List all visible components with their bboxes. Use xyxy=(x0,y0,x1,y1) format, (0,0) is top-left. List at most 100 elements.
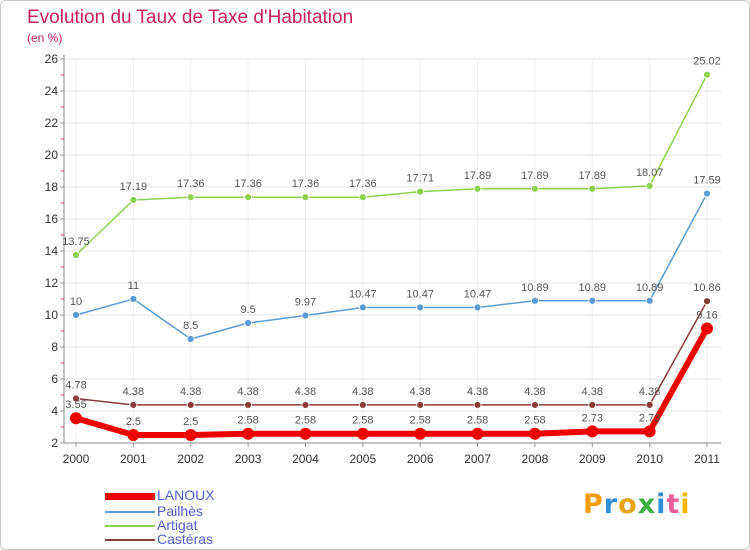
data-point-artigat xyxy=(416,187,425,196)
data-point-casteras xyxy=(531,401,539,409)
data-point-casteras xyxy=(244,401,252,409)
data-label-casteras: 4.38 xyxy=(582,386,603,398)
data-point-casteras xyxy=(129,401,138,409)
data-label-pailhes: 10.47 xyxy=(349,288,377,300)
data-label-artigat: 17.36 xyxy=(177,178,205,190)
x-tick-label: 2002 xyxy=(177,452,204,466)
data-point-lanoux xyxy=(184,429,197,441)
data-label-casteras: 4.78 xyxy=(65,380,86,392)
data-label-artigat: 17.19 xyxy=(120,181,148,193)
x-tick-label: 2008 xyxy=(522,452,549,466)
data-label-artigat: 17.36 xyxy=(349,178,377,190)
data-label-pailhes: 17.59 xyxy=(693,175,721,187)
legend-label-casteras: Castéras xyxy=(157,531,214,547)
data-point-casteras xyxy=(645,401,654,409)
x-tick-label: 2006 xyxy=(407,452,434,466)
data-point-casteras xyxy=(416,401,425,409)
proxiti-logo: Proxiti xyxy=(583,489,691,520)
y-tick-label: 26 xyxy=(45,52,59,66)
data-point-pailhes xyxy=(358,303,367,312)
data-label-artigat: 17.89 xyxy=(464,170,492,182)
data-point-casteras xyxy=(358,401,367,409)
data-point-artigat xyxy=(244,193,252,202)
data-point-casteras xyxy=(703,297,711,306)
data-point-artigat xyxy=(703,70,711,79)
logo-letter: P xyxy=(583,489,604,520)
data-point-lanoux xyxy=(414,427,427,440)
y-tick-label: 14 xyxy=(45,244,59,258)
y-tick-label: 12 xyxy=(45,276,59,290)
data-point-artigat xyxy=(186,193,195,202)
data-label-casteras: 10.86 xyxy=(693,282,721,294)
y-tick-label: 6 xyxy=(51,372,58,386)
data-label-lanoux: 2.58 xyxy=(352,415,373,427)
legend-swatch-pailhes xyxy=(105,511,155,513)
data-label-pailhes: 9.97 xyxy=(295,296,316,308)
x-tick-label: 2000 xyxy=(63,452,90,466)
data-point-artigat xyxy=(301,193,310,202)
data-point-lanoux xyxy=(643,425,656,438)
data-label-casteras: 4.38 xyxy=(123,386,144,398)
legend-item-pailhes: Pailhès xyxy=(105,503,325,519)
chart-subtitle: (en %) xyxy=(27,31,63,45)
legend-swatch-lanoux xyxy=(105,493,155,500)
data-point-artigat xyxy=(645,181,654,190)
logo-letter: t xyxy=(666,489,681,520)
legend-swatch-artigat xyxy=(105,525,155,527)
data-label-artigat: 25.02 xyxy=(693,56,721,68)
data-point-artigat xyxy=(72,251,80,259)
data-label-artigat: 13.75 xyxy=(62,236,90,248)
data-label-pailhes: 8.5 xyxy=(183,320,198,332)
legend-label-pailhes: Pailhès xyxy=(157,503,203,519)
data-point-pailhes xyxy=(129,295,138,303)
data-point-artigat xyxy=(358,193,367,202)
series-line-pailhes xyxy=(75,192,708,340)
data-label-lanoux: 2.5 xyxy=(126,416,141,428)
legend-swatch-casteras xyxy=(105,539,155,541)
data-point-lanoux xyxy=(471,427,484,440)
data-label-casteras: 4.38 xyxy=(180,386,201,398)
data-point-pailhes xyxy=(588,296,597,305)
data-point-lanoux xyxy=(127,429,140,441)
x-tick-label: 2009 xyxy=(579,452,606,466)
data-point-casteras xyxy=(72,394,80,403)
data-label-casteras: 4.38 xyxy=(524,386,545,398)
data-label-lanoux: 2.58 xyxy=(524,415,545,427)
x-tick-label: 2003 xyxy=(235,452,262,466)
y-tick-label: 4 xyxy=(51,404,58,418)
data-label-lanoux: 9.16 xyxy=(696,309,717,321)
data-label-casteras: 4.38 xyxy=(352,386,373,398)
data-label-artigat: 17.36 xyxy=(292,178,320,190)
data-label-lanoux: 3.55 xyxy=(65,399,86,411)
data-point-casteras xyxy=(301,401,310,409)
data-point-pailhes xyxy=(416,303,425,312)
data-label-casteras: 4.38 xyxy=(467,386,488,398)
legend-item-casteras: Castéras xyxy=(105,531,325,547)
data-point-lanoux xyxy=(528,427,541,440)
legend-item-lanoux: LANOUX xyxy=(105,487,325,503)
data-point-pailhes xyxy=(531,296,539,305)
logo-letter: x xyxy=(637,489,657,520)
x-tick-label: 2011 xyxy=(694,452,720,466)
data-label-lanoux: 2.58 xyxy=(237,415,258,427)
data-point-lanoux xyxy=(701,322,713,335)
legend-item-artigat: Artigat xyxy=(105,517,325,533)
series-line-casteras xyxy=(75,300,708,406)
data-label-lanoux: 2.58 xyxy=(467,415,488,427)
series-line-lanoux xyxy=(73,325,710,438)
x-tick-label: 2007 xyxy=(464,452,491,466)
data-point-lanoux xyxy=(70,412,82,425)
y-tick-label: 2 xyxy=(51,436,58,450)
data-point-casteras xyxy=(186,401,195,409)
logo-letter: r xyxy=(603,489,619,520)
data-label-pailhes: 9.5 xyxy=(240,304,255,316)
y-tick-label: 20 xyxy=(45,148,59,162)
logo-letter: i xyxy=(656,489,667,520)
data-label-lanoux: 2.58 xyxy=(295,415,316,427)
legend-label-lanoux: LANOUX xyxy=(157,487,215,503)
data-label-artigat: 17.36 xyxy=(234,178,262,190)
data-label-lanoux: 2.73 xyxy=(582,412,603,424)
y-tick-label: 24 xyxy=(45,84,59,98)
x-tick-label: 2001 xyxy=(120,452,147,466)
